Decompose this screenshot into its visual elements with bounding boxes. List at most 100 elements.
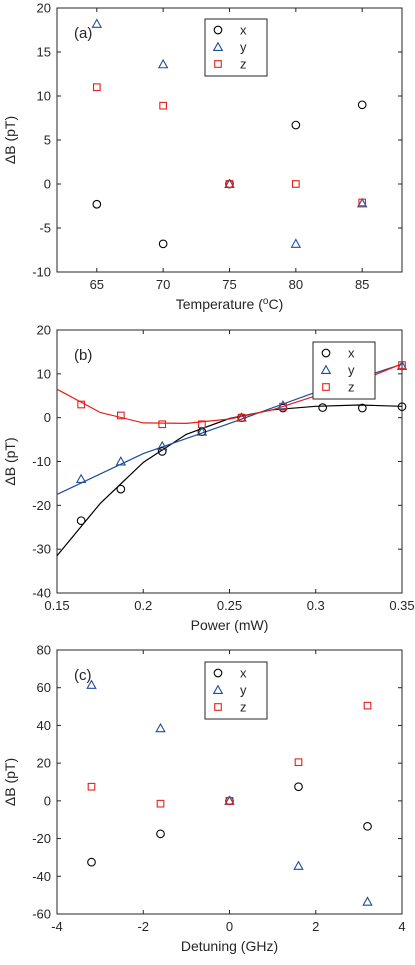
data-point-z	[92, 83, 101, 92]
data-point-x	[357, 403, 367, 413]
legend: xyz	[312, 341, 376, 400]
y-tick-label: 5	[44, 133, 51, 148]
data-point-y	[75, 473, 87, 484]
legend-label-x: x	[240, 666, 247, 681]
y-tick-label: 15	[37, 45, 51, 60]
y-tick-label: -60	[32, 907, 51, 922]
data-point-y	[115, 456, 127, 466]
data-point-x	[157, 447, 167, 456]
legend-marker-x	[213, 25, 223, 35]
y-tick-label: 0	[44, 410, 51, 425]
y-axis-label: ΔB (pT)	[2, 437, 18, 485]
y-tick-label: 20	[37, 756, 51, 771]
legend-marker-y	[320, 364, 332, 374]
x-tick-label: 0.2	[134, 598, 152, 613]
legend-marker-x	[213, 668, 223, 678]
panel-label: (c)	[74, 667, 92, 684]
data-point-z	[156, 799, 165, 808]
y-tick-label: 20	[37, 323, 51, 338]
legend-label-z: z	[240, 700, 247, 715]
y-tick-label: 20	[37, 1, 51, 16]
x-tick-label: 0.35	[389, 598, 414, 613]
x-tick-label: 0	[226, 919, 233, 934]
legend-marker-z	[214, 703, 222, 711]
y-tick-label: -5	[39, 221, 51, 236]
x-tick-label: 0.15	[44, 598, 69, 613]
data-point-y	[86, 679, 97, 689]
data-point-x	[397, 402, 407, 412]
x-tick-label: 70	[156, 277, 170, 292]
y-tick-label: -10	[32, 454, 51, 469]
legend-label-y: y	[348, 363, 355, 378]
data-point-z	[116, 411, 125, 420]
legend: xyz	[204, 661, 268, 720]
data-point-z	[225, 180, 234, 188]
data-point-z	[198, 420, 206, 429]
legend-marker-y	[212, 684, 224, 694]
data-point-y	[396, 360, 408, 370]
panel-label: (a)	[74, 25, 92, 42]
y-tick-label: 40	[37, 718, 51, 733]
data-point-z	[87, 782, 96, 791]
x-tick-label: -4	[51, 919, 63, 934]
y-tick-label: 10	[37, 366, 51, 381]
data-point-x	[76, 516, 86, 526]
legend-label-z: z	[240, 57, 247, 72]
y-tick-label: 10	[37, 89, 51, 104]
legend-label-x: x	[240, 23, 247, 38]
y-tick-label: -20	[32, 831, 51, 846]
legend-marker-y	[212, 41, 224, 51]
data-point-x	[92, 199, 102, 209]
data-point-x	[116, 484, 126, 494]
data-point-y	[156, 440, 168, 451]
data-point-z	[398, 361, 406, 369]
data-point-x	[87, 857, 96, 867]
y-tick-label: -40	[32, 869, 51, 884]
data-point-x	[294, 782, 303, 792]
data-point-y	[356, 197, 368, 208]
data-point-x	[318, 403, 328, 412]
data-point-x	[363, 821, 372, 831]
legend-marker-x	[321, 348, 331, 358]
x-tick-label: 65	[90, 277, 104, 292]
data-point-x	[291, 120, 301, 130]
data-point-z	[237, 413, 246, 422]
x-axis-label: Power (mW)	[191, 617, 269, 633]
data-point-z	[158, 420, 167, 429]
panel-2: 0.15 0.2 0.25 0.3 0.35 -40 -30 -20 -10 0 10 20 Power…	[2, 323, 415, 634]
x-axis-label: Temperature (oC)	[176, 296, 284, 313]
data-point-z	[294, 758, 303, 767]
data-point-x	[158, 239, 168, 249]
data-point-z	[225, 797, 234, 805]
legend-marker-z	[214, 60, 222, 68]
x-tick-label: 80	[289, 277, 303, 292]
data-point-y	[157, 58, 169, 69]
legend-label-z: z	[348, 380, 355, 395]
data-point-y	[277, 399, 289, 410]
data-point-z	[358, 198, 367, 207]
legend-marker-z	[322, 383, 330, 391]
x-tick-label: 0.25	[217, 598, 242, 613]
data-point-y	[91, 18, 103, 28]
data-point-z	[77, 400, 85, 409]
x-tick-label: 0.3	[307, 598, 325, 613]
x-tick-label: -2	[137, 919, 149, 934]
x-axis-label: Detuning (GHz)	[181, 938, 278, 954]
data-point-x	[357, 100, 367, 110]
data-point-z	[279, 402, 287, 411]
y-tick-label: -10	[32, 265, 51, 280]
panel-1: 65 70 75 80 85 -10 -5 0 5 10 15 20 Temperature (oC) Δ…	[2, 1, 403, 313]
x-tick-label: 75	[222, 277, 236, 292]
data-point-z	[291, 180, 300, 188]
legend: xyz	[204, 18, 268, 77]
y-axis-label: ΔB (pT)	[2, 116, 18, 164]
data-point-z	[159, 101, 168, 110]
data-point-y	[293, 860, 304, 870]
x-tick-label: 4	[398, 919, 405, 934]
y-tick-label: 60	[37, 680, 51, 695]
x-tick-label: 85	[355, 277, 369, 292]
data-point-x	[156, 829, 165, 839]
